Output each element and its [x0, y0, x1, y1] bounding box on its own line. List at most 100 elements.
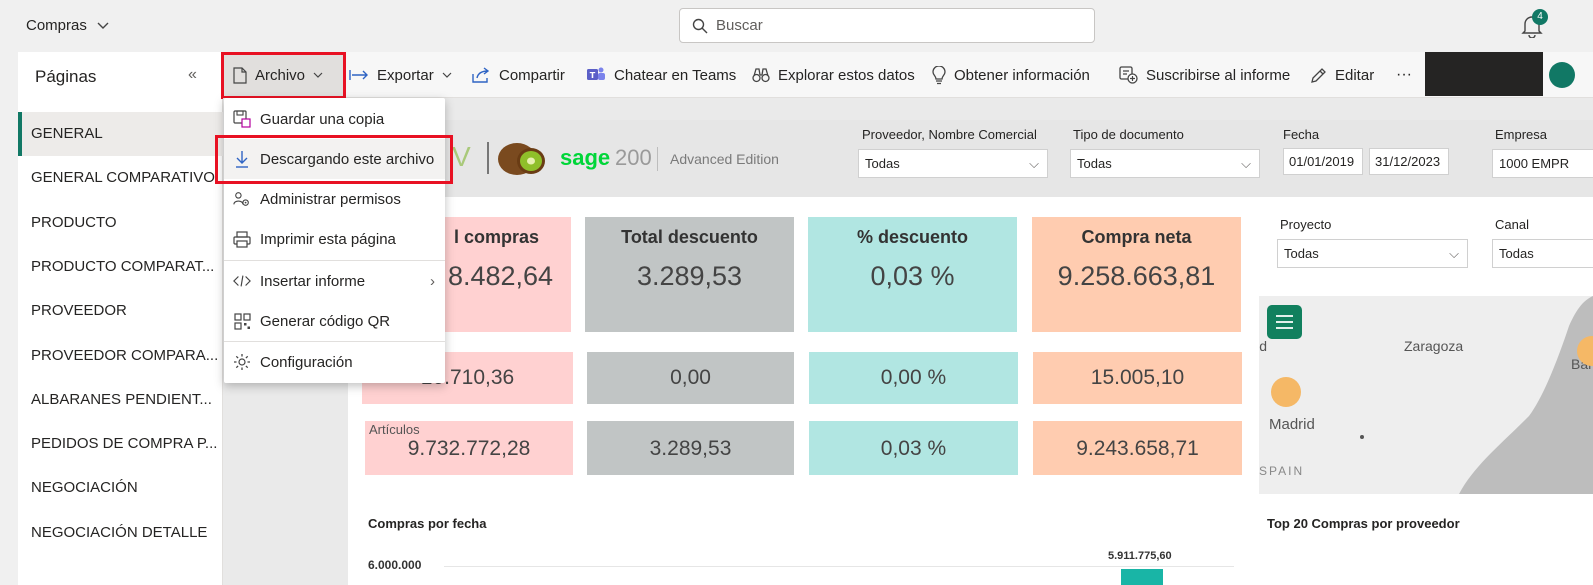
obtener-label: Obtener información [954, 66, 1090, 84]
kiwi-icon [498, 143, 545, 175]
menu-item-label: Administrar permisos [260, 190, 401, 208]
archivo-button[interactable]: Archivo [223, 52, 345, 98]
menu-item-imprimir[interactable]: Imprimir esta página [224, 219, 445, 259]
page-item-general[interactable]: GENERAL [18, 112, 223, 156]
articulos-label: Artículos [369, 422, 420, 437]
kpi-row2-pct: 0,00 % [809, 352, 1018, 404]
filter-tipo-select[interactable]: Todas ⌵ [1070, 149, 1260, 178]
logo-fragment: V [452, 141, 471, 172]
filter-proyecto-select[interactable]: Todas ⌵ [1277, 239, 1468, 268]
date-from-input[interactable]: 01/01/2019 [1283, 148, 1363, 175]
filter-empresa-value: 1000 EMPR [1499, 156, 1570, 171]
page-item-albaranes[interactable]: ALBARANES PENDIENT... [31, 391, 212, 408]
sage-edition: Advanced Edition [670, 151, 779, 167]
notification-badge: 4 [1532, 9, 1548, 25]
page-item-proveedor[interactable]: PROVEEDOR [31, 302, 127, 319]
page-item-producto[interactable]: PRODUCTO [31, 214, 117, 231]
file-icon [233, 66, 247, 84]
menu-item-label: Guardar una copia [260, 110, 385, 128]
kpi-row2-value: 0,00 % [880, 366, 947, 389]
pages-pane: Páginas « GENERAL GENERAL COMPARATIVO PR… [18, 52, 223, 585]
kpi-row3-neta: 9.243.658,71 [1033, 421, 1242, 475]
exportar-button[interactable]: Exportar [349, 52, 452, 98]
menu-item-label: Imprimir esta página [260, 230, 396, 248]
menu-item-label: Descargando este archivo [260, 150, 435, 168]
page-item-pedidos[interactable]: PEDIDOS DE COMPRA P... [31, 435, 218, 452]
more-options-button[interactable]: ··· [1396, 66, 1412, 83]
chart-title: Compras por fecha [368, 516, 487, 531]
qr-code-icon [233, 312, 251, 330]
kpi-row3-value: 9.243.658,71 [1076, 437, 1199, 460]
chart-bar[interactable] [1121, 569, 1163, 585]
map-menu-button[interactable] [1267, 305, 1302, 339]
search-placeholder: Buscar [716, 17, 763, 34]
logo-separator [657, 147, 658, 171]
subscribe-icon [1119, 66, 1138, 84]
compartir-label: Compartir [499, 66, 565, 84]
filter-label-proveedor: Proveedor, Nombre Comercial [862, 127, 1037, 142]
workspace-name: Compras [26, 17, 87, 34]
pages-title: Páginas [35, 67, 97, 86]
kpi-value: 9.258.663,81 [1057, 261, 1216, 291]
page-item-negociacion[interactable]: NEGOCIACIÓN [31, 479, 138, 496]
suscribirse-button[interactable]: Suscribirse al informe [1119, 52, 1290, 98]
save-copy-icon [233, 110, 251, 128]
menu-divider [224, 341, 445, 342]
filter-label-proyecto: Proyecto [1280, 217, 1332, 232]
menu-item-label: Configuración [260, 353, 353, 371]
menu-item-administrar-permisos[interactable]: Administrar permisos [224, 179, 445, 219]
menu-item-guardar-copia[interactable]: Guardar una copia [224, 99, 445, 139]
compartir-button[interactable]: Compartir [472, 52, 565, 98]
map-visual[interactable]: lid Zaragoza Madrid SPAIN Bar [1259, 296, 1593, 494]
filter-canal-select[interactable]: Todas [1492, 239, 1593, 268]
filter-proveedor-select[interactable]: Todas ⌵ [858, 149, 1048, 178]
page-item-general-comparativo[interactable]: GENERAL COMPARATIVO [31, 169, 215, 186]
menu-item-configuracion[interactable]: Configuración [224, 342, 445, 382]
logo-divider [487, 142, 489, 174]
gear-icon [233, 353, 251, 371]
kpi-title: Total descuento [621, 227, 758, 247]
printer-icon [233, 230, 251, 248]
kpi-value: 0,03 % [870, 261, 955, 291]
collapse-pane-icon[interactable]: « [188, 66, 197, 83]
map-bubble-madrid[interactable] [1271, 377, 1301, 407]
kpi-row3-descuento: 3.289,53 [587, 421, 794, 475]
search-input[interactable]: Buscar [679, 8, 1095, 43]
teams-button[interactable]: T Chatear en Teams [586, 52, 736, 98]
filter-label-empresa: Empresa [1495, 127, 1548, 142]
filter-label-tipo: Tipo de documento [1073, 127, 1184, 142]
kpi-title: Compra neta [1081, 227, 1192, 247]
sage-logo: sage [560, 145, 611, 170]
share-icon [472, 67, 490, 83]
page-item-proveedor-comparativo[interactable]: PROVEEDOR COMPARA... [31, 347, 219, 364]
kpi-title: % descuento [856, 227, 969, 247]
kpi-row3-pct: 0,03 % [809, 421, 1018, 475]
page-item-producto-comparativo[interactable]: PRODUCTO COMPARAT... [31, 258, 215, 275]
chevron-down-icon [313, 72, 323, 78]
highlight-descargar [215, 135, 453, 184]
map-point [1360, 435, 1364, 439]
kpi-value: 3.289,53 [636, 261, 743, 291]
refresh-icon[interactable] [1549, 62, 1575, 88]
chevron-down-icon: ⌵ [1029, 156, 1039, 171]
toolbar-dark-panel [1425, 52, 1543, 96]
chart-data-label: 5.911.775,60 [1108, 550, 1172, 562]
date-to-input[interactable]: 31/12/2023 [1369, 148, 1449, 175]
editar-button[interactable]: Editar [1310, 52, 1374, 98]
toolbar: Archivo Exportar Compartir T Chatear en … [223, 52, 1593, 98]
page-item-negociacion-detalle[interactable]: NEGOCIACIÓN DETALLE [31, 524, 208, 541]
kpi-row2-descuento: 0,00 [587, 352, 794, 404]
map-label-spain: SPAIN [1259, 464, 1305, 478]
explorar-button[interactable]: Explorar estos datos [752, 52, 915, 98]
menu-item-insertar-informe[interactable]: Insertar informe › [224, 261, 445, 301]
workspace-switcher[interactable]: Compras [26, 17, 109, 34]
binoculars-icon [752, 68, 770, 83]
filter-empresa-select[interactable]: 1000 EMPR [1492, 149, 1593, 178]
menu-item-codigo-qr[interactable]: Generar código QR [224, 301, 445, 341]
filter-proveedor-value: Todas [865, 156, 900, 171]
highlight-archivo [221, 52, 346, 99]
download-icon [233, 150, 251, 168]
obtener-button[interactable]: Obtener información [932, 52, 1090, 98]
map-bubble-barcelona[interactable] [1577, 336, 1593, 366]
menu-item-descargar-archivo[interactable]: Descargando este archivo [224, 139, 445, 179]
